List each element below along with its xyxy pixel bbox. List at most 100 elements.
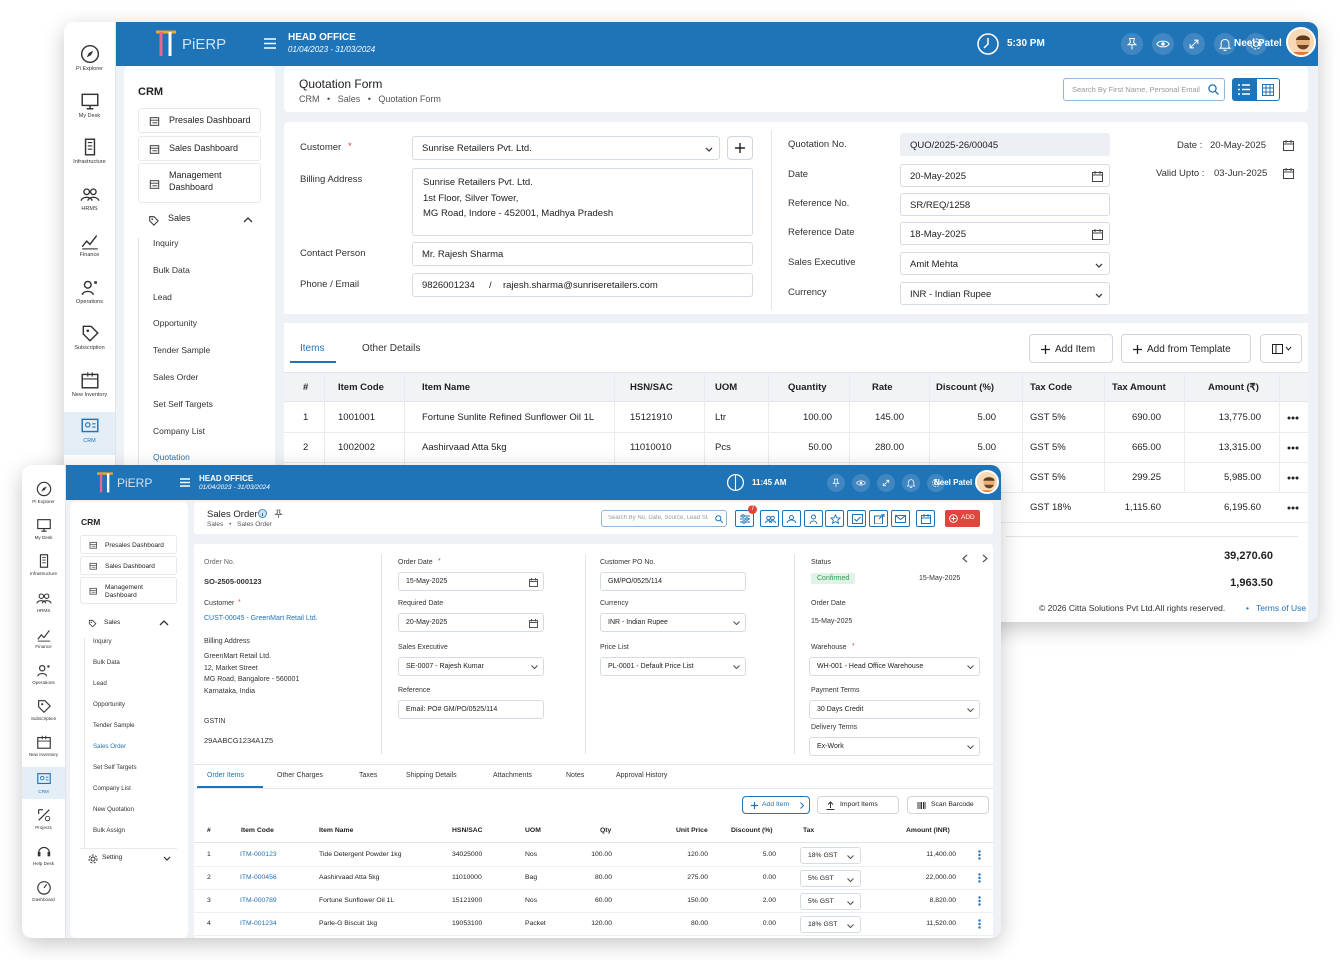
chevron-down-icon[interactable] xyxy=(733,665,740,669)
chevron-down-icon[interactable] xyxy=(163,856,171,861)
more-options-icon[interactable] xyxy=(1287,446,1299,450)
chevron-down-icon[interactable] xyxy=(705,147,713,152)
price-list-select[interactable]: PL-0001 - Default Price List xyxy=(600,657,746,676)
gear-button[interactable] xyxy=(927,474,945,492)
rail-item-pi-explorer[interactable]: Pi Explorer xyxy=(22,477,65,509)
submenu-item-company-list[interactable]: Company List xyxy=(93,785,131,792)
chevron-down-icon[interactable] xyxy=(967,665,974,669)
submenu-item-bulk-assign[interactable]: Bulk Assign xyxy=(93,827,125,834)
submenu-item-inquiry[interactable]: Inquiry xyxy=(153,238,179,248)
tab-approval-history[interactable]: Approval History xyxy=(616,772,668,779)
import-items-button[interactable]: Import Items xyxy=(817,796,899,814)
submenu-item-tender-sample[interactable]: Tender Sample xyxy=(153,345,211,356)
breadcrumb-sales[interactable]: Sales xyxy=(337,94,361,104)
table-row[interactable]: 4 ITM-001234 Parle-G Biscuit 1kg 19053100 Pa… xyxy=(194,913,993,936)
menu-item-management-dashboard[interactable]: Management Dashboard xyxy=(138,163,261,203)
payment-terms-select[interactable]: 30 Days Credit xyxy=(809,700,980,719)
submenu-item-bulk-data[interactable]: Bulk Data xyxy=(153,264,190,275)
menu-item-setting[interactable]: Setting xyxy=(80,848,177,866)
customer-select[interactable]: Sunrise Retailers Pvt. Ltd. xyxy=(412,136,720,160)
columns-toggle-button[interactable] xyxy=(1260,334,1302,363)
chevron-down-icon[interactable] xyxy=(1095,263,1103,268)
submenu-item-company-list[interactable]: Company List xyxy=(153,425,205,436)
phone-email-field[interactable]: 9826001234 / rajesh.sharma@sunriseretailer… xyxy=(412,273,753,297)
sales-executive-select[interactable]: Amit Mehta xyxy=(900,252,1110,275)
chevron-down-icon[interactable] xyxy=(967,708,974,712)
check-square-button[interactable] xyxy=(847,510,867,527)
add-from-template-button[interactable]: Add from Template xyxy=(1121,334,1251,363)
rail-item-my-desk[interactable]: My Desk xyxy=(64,87,115,130)
item-code-link[interactable]: ITM-000123 xyxy=(240,851,277,858)
customer-po-field[interactable]: GM/PO/0525/114 xyxy=(600,572,746,591)
tab-items[interactable]: Items xyxy=(300,343,325,354)
tax-select[interactable]: 5% GST xyxy=(800,893,861,910)
date-field[interactable]: 20-May-2025 xyxy=(900,164,1110,187)
table-row[interactable]: 2 ITM-000456 Aashirvaad Atta 5kg 11010000 Ba… xyxy=(194,867,993,890)
rail-item-help-desk[interactable]: Help Desk xyxy=(22,839,65,871)
star-button[interactable] xyxy=(825,510,845,527)
chevron-right-icon[interactable] xyxy=(982,554,988,563)
rail-item-crm[interactable]: CRM xyxy=(64,412,115,455)
item-code-link[interactable]: ITM-000789 xyxy=(240,897,277,904)
menu-item-sales-dashboard[interactable]: Sales Dashboard xyxy=(138,136,261,161)
order-date-field[interactable]: 15-May-2025 xyxy=(398,572,544,591)
team-view-button[interactable] xyxy=(781,510,801,527)
submenu-item-set-self-targets[interactable]: Set Self Targets xyxy=(153,398,213,409)
rail-item-hrms[interactable]: HRMS xyxy=(22,586,65,618)
more-options-icon[interactable] xyxy=(1287,476,1299,480)
pin-icon[interactable] xyxy=(274,509,283,518)
person-button[interactable] xyxy=(803,510,823,527)
submenu-item-opportunity[interactable]: Opportunity xyxy=(153,318,197,329)
submenu-item-sales-order[interactable]: Sales Order xyxy=(93,743,127,750)
menu-item-sales-dashboard[interactable]: Sales Dashboard xyxy=(80,556,177,575)
calendar-icon[interactable] xyxy=(1283,140,1294,151)
kebab-menu-icon[interactable] xyxy=(978,873,981,883)
kebab-menu-icon[interactable] xyxy=(978,919,981,929)
chevron-down-icon[interactable] xyxy=(531,665,538,669)
item-code-link[interactable]: ITM-001234 xyxy=(240,920,277,927)
bell-button[interactable] xyxy=(902,474,920,492)
submenu-item-lead[interactable]: Lead xyxy=(93,680,107,687)
eye-button[interactable] xyxy=(852,474,870,492)
chevron-up-icon[interactable] xyxy=(243,217,253,223)
chevron-left-icon[interactable] xyxy=(962,554,968,563)
rail-item-finance[interactable]: Finance xyxy=(64,226,115,269)
group-button[interactable] xyxy=(760,510,779,527)
mail-button[interactable] xyxy=(890,510,910,527)
submenu-item-quotation[interactable]: Quotation xyxy=(153,452,190,463)
add-customer-button[interactable] xyxy=(727,136,753,160)
rail-item-pi-explorer[interactable]: Pi Explorer xyxy=(64,40,115,83)
add-item-button[interactable]: Add Item xyxy=(742,796,810,814)
submenu-item-new-quotation[interactable]: New Quotation xyxy=(93,806,134,813)
expand-button[interactable] xyxy=(1183,33,1205,55)
rail-item-new-inventory[interactable]: New Inventory xyxy=(22,730,65,762)
submenu-item-bulk-data[interactable]: Bulk Data xyxy=(93,659,120,666)
rail-item-crm[interactable]: CRM xyxy=(22,766,65,799)
tab-other-charges[interactable]: Other Charges xyxy=(277,772,323,779)
submenu-item-sales-order[interactable]: Sales Order xyxy=(153,372,199,382)
item-code-link[interactable]: ITM-000456 xyxy=(240,874,277,881)
calendar-icon[interactable] xyxy=(1092,228,1103,240)
table-row[interactable]: 1 1001001 Fortune Sunlite Refined Sunflowe… xyxy=(284,403,1308,433)
submenu-item-tender-sample[interactable]: Tender Sample xyxy=(93,722,135,729)
chevron-up-icon[interactable] xyxy=(159,620,169,626)
currency-select[interactable]: INR - Indian Rupee xyxy=(900,282,1110,305)
reference-no-field[interactable]: SR/REQ/1258 xyxy=(900,193,1110,216)
hamburger-icon[interactable] xyxy=(264,38,276,49)
menu-item-sales[interactable]: Sales xyxy=(138,207,261,233)
info-icon[interactable] xyxy=(258,509,267,518)
terms-of-use-link[interactable]: Terms of Use xyxy=(1256,603,1307,613)
rail-item-subscription[interactable]: Subscription xyxy=(64,319,115,362)
more-options-icon[interactable] xyxy=(1287,416,1299,420)
chevron-down-icon[interactable] xyxy=(733,621,740,625)
tax-select[interactable]: 18% GST xyxy=(800,847,861,864)
rail-item-hrms[interactable]: HRMS xyxy=(64,180,115,223)
filter-button[interactable]: 7 xyxy=(735,505,757,527)
bell-button[interactable] xyxy=(1214,33,1236,55)
reference-date-field[interactable]: 18-May-2025 xyxy=(900,222,1110,245)
tab-attachments[interactable]: Attachments xyxy=(493,772,532,779)
more-options-icon[interactable] xyxy=(1287,506,1299,510)
submenu-item-set-self-targets[interactable]: Set Self Targets xyxy=(93,764,137,771)
breadcrumb-sales[interactable]: Sales xyxy=(207,521,224,528)
rail-item-operations[interactable]: Operations xyxy=(64,273,115,316)
